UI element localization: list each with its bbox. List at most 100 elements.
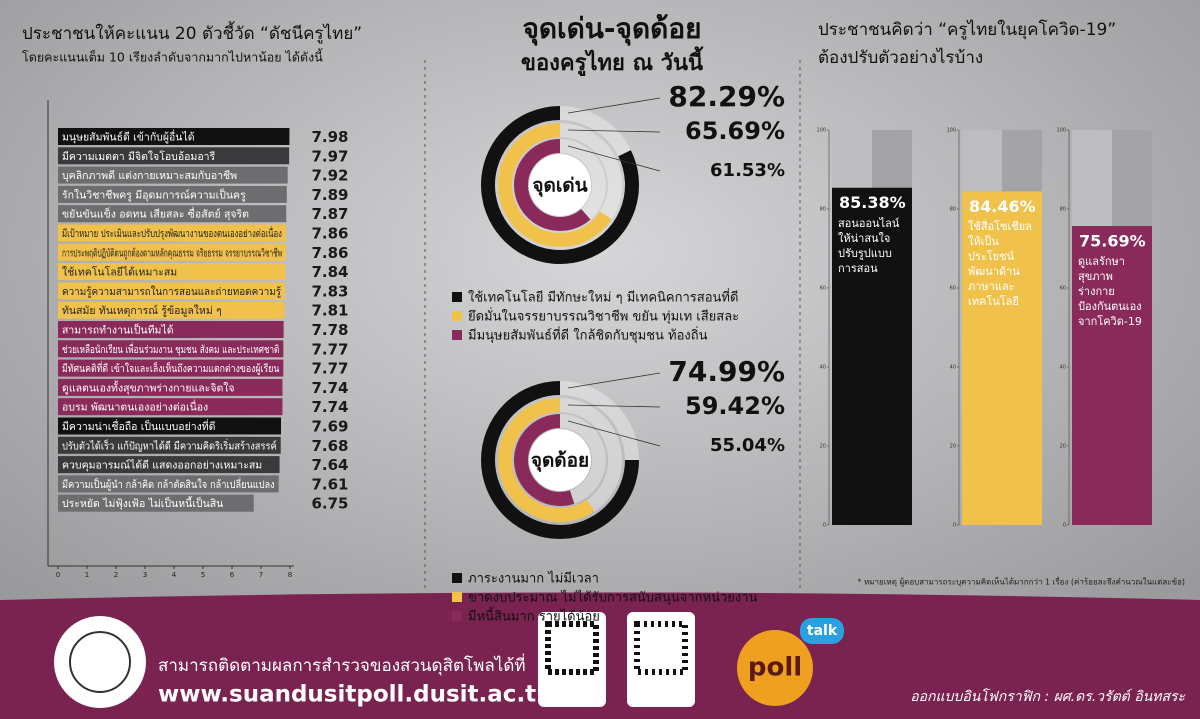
bar [58,340,284,358]
value-label: 7.78 [311,321,348,339]
legend-label: ใช้เทคโนโลยี มีทักษะใหม่ ๆ มีเทคนิคการสอ… [468,289,738,306]
y-tick-label: 80 [950,207,956,213]
bar-label: ทันสมัย ทันเหตุการณ์ รู้ข้อมูลใหม่ ๆ [62,304,222,317]
bar [58,301,285,319]
bar-label: ช่วยเหลือนักเรียน เพื่อนร่วมงาน ชุมชน สั… [62,342,279,356]
value-label: 84.46% [969,197,1036,216]
bar-category-text: สอนออนไลน์ให้น่าสนใจ ปรับรูปแบบการสอน [838,216,900,275]
x-tick-label: 4 [172,571,177,579]
university-logo-ring [69,631,131,693]
bar-label: รักในวิชาชีพครู มีอุดมการณ์ความเป็นครู [62,187,246,201]
university-logo [54,616,146,708]
poll-logo-text: poll [748,653,802,683]
legend-swatch [452,292,462,302]
value-label: 7.83 [311,282,348,300]
left-subtitle: โดยคะแนนเต็ม 10 เรียงลำดับจากมากไปหาน้อย… [22,48,323,65]
bar-label: อบรม พัฒนาตนเองอย่างต่อเนื่อง [62,400,208,414]
right-subtitle: ต้องปรับตัวอย่างไรบ้าง [818,47,983,68]
value-label: 7.77 [311,340,348,358]
bar-label: มีความน่าเชื่อถือ เป็นแบบอย่างที่ดี [62,419,216,433]
leader-line [567,372,661,389]
y-tick-label: 100 [816,128,826,134]
designer-credit: ออกแบบอินโฟกราฟิก : ผศ.ดร.วรัตต์ อินทสระ [910,688,1185,705]
qr-pattern [634,621,688,675]
bar-label: ใช้เทคโนโลยีได้เหมาะสม [62,266,177,279]
bar [962,191,1042,525]
legend-label: ภาระงานมาก ไม่มีเวลา [468,571,599,587]
y-tick-label: 20 [1060,444,1066,450]
leader-line [567,145,661,172]
x-tick-label: 3 [143,571,147,579]
y-tick-label: 80 [1060,207,1066,213]
y-tick-label: 100 [946,128,956,134]
bar-category: ใช้สื่อโซเชียลให้เป็นประโยชน์ พัฒนาด้านภ… [968,220,1032,309]
x-tick-label: 2 [114,571,118,579]
bar [1072,226,1152,525]
qr-code [538,612,606,707]
bar-label: ความรู้ความสามารถในการสอนและถ่ายทอดความร… [62,285,281,298]
value-label: 7.64 [311,456,348,474]
value-label: 7.87 [311,205,348,223]
right-title: ประชาชนคิดว่า “ครูไทยในยุคโควิด-19” [818,19,1116,40]
footer-text: สามารถติดตามผลการสำรวจของสวนดุสิตโพลได้ท… [158,653,526,676]
bar-label: ปรับตัวได้เร็ว แก้ปัญหาได้ดี มีความคิดริ… [62,438,277,452]
bar-category: ดูแลรักษาสุขภาพร่างกาย ป้องกันตนเองจากโค… [1078,255,1142,329]
legend-swatch [452,330,462,340]
footer-url: www.suandusitpoll.dusit.ac.th [158,682,553,708]
center-label: จุดเด่น [532,175,587,198]
value-label: 7.61 [311,475,348,493]
bar-label: ดูแลตนเองทั้งสุขภาพร่างกายและจิตใจ [62,380,235,394]
left-title: ประชาชนให้คะแนน 20 ตัวชี้วัด “ดัชนีครูไท… [22,21,362,44]
value-label: 7.92 [311,167,348,185]
y-tick-label: 100 [1056,128,1066,134]
bar [58,321,284,338]
bar [58,147,290,165]
value-label: 7.86 [311,225,348,243]
leader-line [567,129,661,133]
bar [58,128,290,145]
leader-line [567,404,661,408]
legend-swatch [452,573,462,583]
value-label: 7.98 [311,128,348,146]
radial-bar [498,123,612,247]
center-disc [529,429,591,491]
value-label: 7.74 [311,379,348,397]
value-label: 7.84 [311,263,348,281]
y-tick-label: 40 [1060,365,1066,371]
value-label: 75.69% [1079,232,1146,251]
bar [58,205,287,223]
value-label: 7.97 [311,147,348,165]
y-tick-label: 60 [950,286,956,292]
legend-label: ยึดมั่นในจรรยาบรรณวิชาชีพ ขยัน ทุ่มเท เส… [468,308,740,325]
bar [58,436,281,454]
leader-line [567,420,661,447]
bar [58,398,283,416]
x-tick-label: 6 [230,571,235,579]
value-label: 7.74 [311,398,348,416]
bar-label: มีทัศนคติที่ดี เข้าใจและเล็งเห็นถึงความแ… [62,361,279,375]
bar-label: การประพฤติปฏิบัติตนถูกต้องตามหลักคุณธรรม… [62,246,282,259]
radial-bar [481,381,639,539]
note: * หมายเหตุ ผู้ตอบสามารถระบุความคิดเห็นได… [857,576,1185,588]
y-tick-label: 80 [820,207,826,213]
bar-label: ควบคุมอารมณ์ได้ดี แสดงออกอย่างเหมาะสม [62,459,262,472]
leader-line [567,97,661,114]
legend-swatch [452,311,462,321]
bar-label: บุคลิกภาพดี แต่งกายเหมาะสมกับอาชีพ [62,169,237,182]
bar-label: ขยันขันแข็ง อดทน เสียสละ ซื่อสัตย์ สุจริ… [62,207,249,221]
bar-category-text: ใช้สื่อโซเชียลให้เป็นประโยชน์ พัฒนาด้านภ… [968,220,1032,309]
y-tick-label: 0 [1063,523,1066,529]
value-label: 74.99% [668,355,785,388]
value-label: 7.77 [311,360,348,378]
y-tick-label: 0 [823,523,826,529]
poll-logo [737,630,813,706]
bar [58,166,288,184]
value-label: 61.53% [710,160,785,181]
bar-label: มนุษยสัมพันธ์ดี เข้ากับผู้อื่นได้ [62,130,195,144]
bar-category-text: ดูแลรักษาสุขภาพร่างกาย ป้องกันตนเองจากโค… [1078,255,1142,329]
x-tick-label: 5 [201,571,205,579]
center-title: จุดเด่น-จุดด้อย [522,12,701,46]
legend-label: มีมนุษยสัมพันธ์ที่ดี ใกล้ชิดกับชุมชน ท้อ… [468,327,708,344]
x-tick-label: 8 [288,571,292,579]
